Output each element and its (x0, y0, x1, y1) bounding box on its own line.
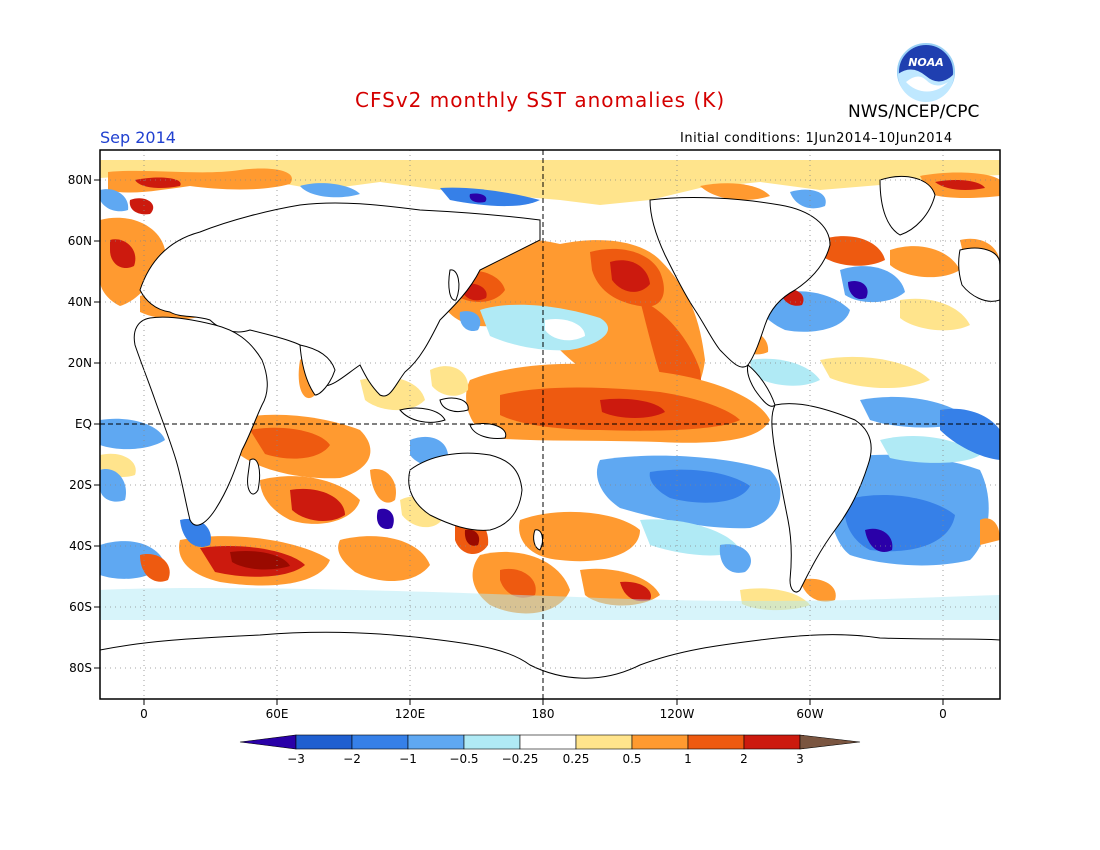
chart-title: CFSv2 monthly SST anomalies (K) (355, 88, 726, 112)
axis-ticks (94, 179, 944, 705)
colorbar-swatch (351, 734, 409, 750)
lon-label: 60W (796, 707, 823, 721)
lon-label: 180 (532, 707, 555, 721)
agency-label: NWS/NCEP/CPC (848, 102, 980, 122)
lat-label: 60N (68, 234, 92, 248)
colorbar-label: −1 (399, 752, 417, 766)
colorbar-swatch (575, 734, 633, 750)
colorbar-swatch (799, 734, 861, 750)
lat-lon-grid (100, 150, 1000, 699)
lat-label: EQ (75, 417, 92, 431)
colorbar-label: −0.5 (449, 752, 478, 766)
colorbar-swatch (743, 734, 801, 750)
longitude-labels: 0 60E 120E 180 120W 60W 0 (140, 707, 947, 721)
valid-month-label: Sep 2014 (100, 128, 176, 147)
anomaly-field (100, 160, 1000, 620)
colorbar-swatch (631, 734, 689, 750)
lat-label: 80S (69, 661, 92, 675)
colorbar (239, 734, 861, 750)
lon-label: 120W (660, 707, 695, 721)
lon-label: 60E (266, 707, 289, 721)
logo-text: NOAA (908, 56, 944, 69)
colorbar-swatch (463, 734, 521, 750)
colorbar-labels: −3 −2 −1 −0.5 −0.25 0.25 0.5 1 2 3 (287, 752, 804, 766)
colorbar-swatch (239, 734, 297, 750)
colorbar-label: −3 (287, 752, 305, 766)
lon-label: 120E (395, 707, 426, 721)
lat-label: 60S (69, 600, 92, 614)
colorbar-label: −2 (343, 752, 361, 766)
lat-label: 40N (68, 295, 92, 309)
lat-label: 40S (69, 539, 92, 553)
noaa-logo-icon: NOAA (897, 43, 955, 102)
colorbar-swatch (407, 734, 465, 750)
land-masses (100, 176, 1000, 699)
colorbar-label: 1 (684, 752, 692, 766)
lat-label: 20N (68, 356, 92, 370)
colorbar-label: −0.25 (502, 752, 539, 766)
lat-label: 20S (69, 478, 92, 492)
colorbar-label: 0.5 (622, 752, 641, 766)
colorbar-label: 3 (796, 752, 804, 766)
lon-label: 0 (939, 707, 947, 721)
reference-lines (100, 150, 1000, 699)
colorbar-swatch (295, 734, 353, 750)
latitude-labels: 80N 60N 40N 20N EQ 20S 40S 60S 80S (68, 173, 92, 675)
colorbar-swatch (519, 734, 577, 750)
lon-label: 0 (140, 707, 148, 721)
colorbar-label: 0.25 (563, 752, 590, 766)
lat-label: 80N (68, 173, 92, 187)
initial-conditions-label: Initial conditions: 1Jun2014–10Jun2014 (680, 131, 953, 146)
colorbar-label: 2 (740, 752, 748, 766)
colorbar-swatch (687, 734, 745, 750)
